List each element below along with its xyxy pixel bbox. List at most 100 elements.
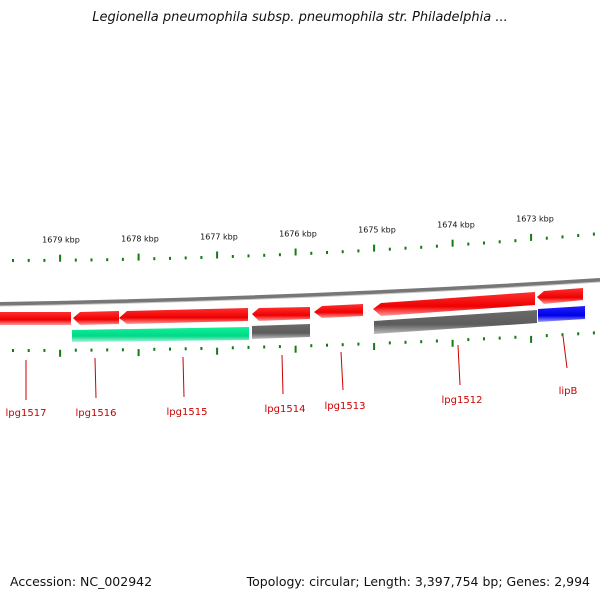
scale-labels: 1679 kbp 1678 kbp 1677 kbp 1676 kbp 1675 kbp…	[42, 215, 554, 245]
feature-bar-green[interactable]	[72, 327, 249, 342]
scale-label: 1676 kbp	[279, 229, 317, 238]
minor-tick	[106, 258, 109, 262]
gene-label-leader	[94, 357, 97, 399]
minor-tick	[483, 337, 485, 341]
major-tick	[530, 335, 533, 343]
minor-tick	[12, 259, 14, 262]
gene-lipB[interactable]	[537, 288, 583, 304]
scale-ticks	[12, 232, 595, 357]
scale-label: 1675 kbp	[358, 225, 396, 234]
scale-label: 1674 kbp	[437, 220, 475, 229]
minor-tick	[184, 256, 187, 260]
gene-label-lpg1517: lpg1517	[6, 408, 47, 419]
minor-tick	[483, 241, 485, 245]
minor-tick	[121, 257, 124, 261]
feature-bar-blue[interactable]	[538, 306, 585, 322]
major-tick	[530, 233, 533, 241]
minor-tick	[326, 251, 328, 254]
minor-tick	[514, 239, 517, 243]
minor-tick	[200, 347, 203, 350]
gene-label-lpg1513: lpg1513	[325, 401, 366, 412]
accession-text: Accession: NC_002942	[10, 574, 153, 589]
minor-tick	[43, 348, 46, 352]
major-tick	[216, 251, 219, 259]
minor-tick	[153, 347, 156, 351]
minor-tick	[545, 236, 548, 240]
minor-tick	[106, 348, 109, 352]
scale-label: 1678 kbp	[121, 235, 159, 244]
gene-lpg1513[interactable]	[314, 304, 363, 318]
minor-tick	[184, 347, 187, 351]
feature-bar-gray-1[interactable]	[252, 324, 310, 339]
major-tick	[451, 339, 454, 347]
minor-tick	[12, 349, 14, 352]
minor-tick	[404, 340, 407, 344]
minor-tick	[231, 346, 234, 350]
minor-tick	[231, 255, 234, 258]
minor-tick	[169, 347, 171, 351]
minor-tick	[74, 258, 77, 262]
major-tick	[216, 347, 219, 355]
minor-tick	[341, 250, 344, 254]
minor-tick	[247, 254, 250, 258]
minor-tick	[278, 253, 281, 257]
major-tick	[294, 345, 297, 353]
gene-lpg1514[interactable]	[252, 307, 310, 321]
minor-tick	[592, 331, 595, 335]
gene-lpg1512[interactable]	[373, 292, 535, 316]
minor-tick	[341, 343, 344, 347]
gene-label-leader	[340, 351, 344, 391]
minor-tick	[263, 345, 266, 349]
minor-tick	[514, 335, 517, 339]
minor-tick	[388, 341, 391, 345]
minor-tick	[592, 232, 595, 236]
minor-tick	[121, 348, 124, 352]
minor-tick	[90, 348, 93, 352]
minor-tick	[90, 258, 93, 262]
major-tick	[373, 244, 376, 252]
gene-label-leader	[457, 344, 461, 386]
minor-tick	[326, 343, 328, 347]
minor-tick	[435, 244, 438, 248]
minor-tick	[467, 338, 470, 342]
topology-text: Topology: circular; Length: 3,397,754 bp…	[246, 574, 590, 589]
gene-lpg1517[interactable]	[0, 312, 71, 325]
scale-label: 1677 kbp	[200, 232, 238, 241]
minor-tick	[577, 332, 580, 336]
minor-tick	[561, 235, 564, 239]
gene-lpg1516[interactable]	[73, 311, 119, 325]
gene-label-lpg1512: lpg1512	[442, 395, 483, 406]
major-tick	[59, 254, 62, 262]
gene-label-leader	[562, 335, 568, 369]
gene-labels: lpg1517 lpg1516 lpg1515 lpg1514 lpg1513 lpg15…	[6, 335, 578, 419]
minor-tick	[420, 340, 423, 344]
minor-tick	[420, 245, 423, 249]
major-tick	[451, 239, 454, 247]
minor-tick	[263, 253, 266, 257]
feature-bar-gray-2[interactable]	[374, 310, 537, 334]
major-tick	[59, 349, 62, 357]
minor-tick	[388, 247, 391, 251]
map-title: Legionella pneumophila subsp. pneumophil…	[92, 10, 508, 25]
minor-tick	[545, 334, 548, 338]
gene-label-leader	[281, 354, 284, 395]
minor-tick	[27, 349, 30, 352]
minor-tick	[153, 257, 156, 261]
major-tick	[137, 253, 140, 261]
minor-tick	[169, 256, 171, 260]
minor-tick	[357, 342, 360, 346]
gene-label-leader	[182, 356, 185, 398]
minor-tick	[310, 251, 313, 255]
genome-backbone	[0, 278, 600, 306]
major-tick	[294, 248, 297, 256]
minor-tick	[577, 234, 580, 237]
scale-label: 1679 kbp	[42, 236, 80, 245]
minor-tick	[498, 336, 501, 340]
gene-label-lipB: lipB	[559, 386, 578, 397]
minor-tick	[310, 344, 313, 348]
minor-tick	[498, 240, 501, 244]
gene-lpg1515[interactable]	[119, 308, 248, 324]
minor-tick	[278, 345, 281, 349]
gene-label-lpg1514: lpg1514	[265, 404, 306, 415]
